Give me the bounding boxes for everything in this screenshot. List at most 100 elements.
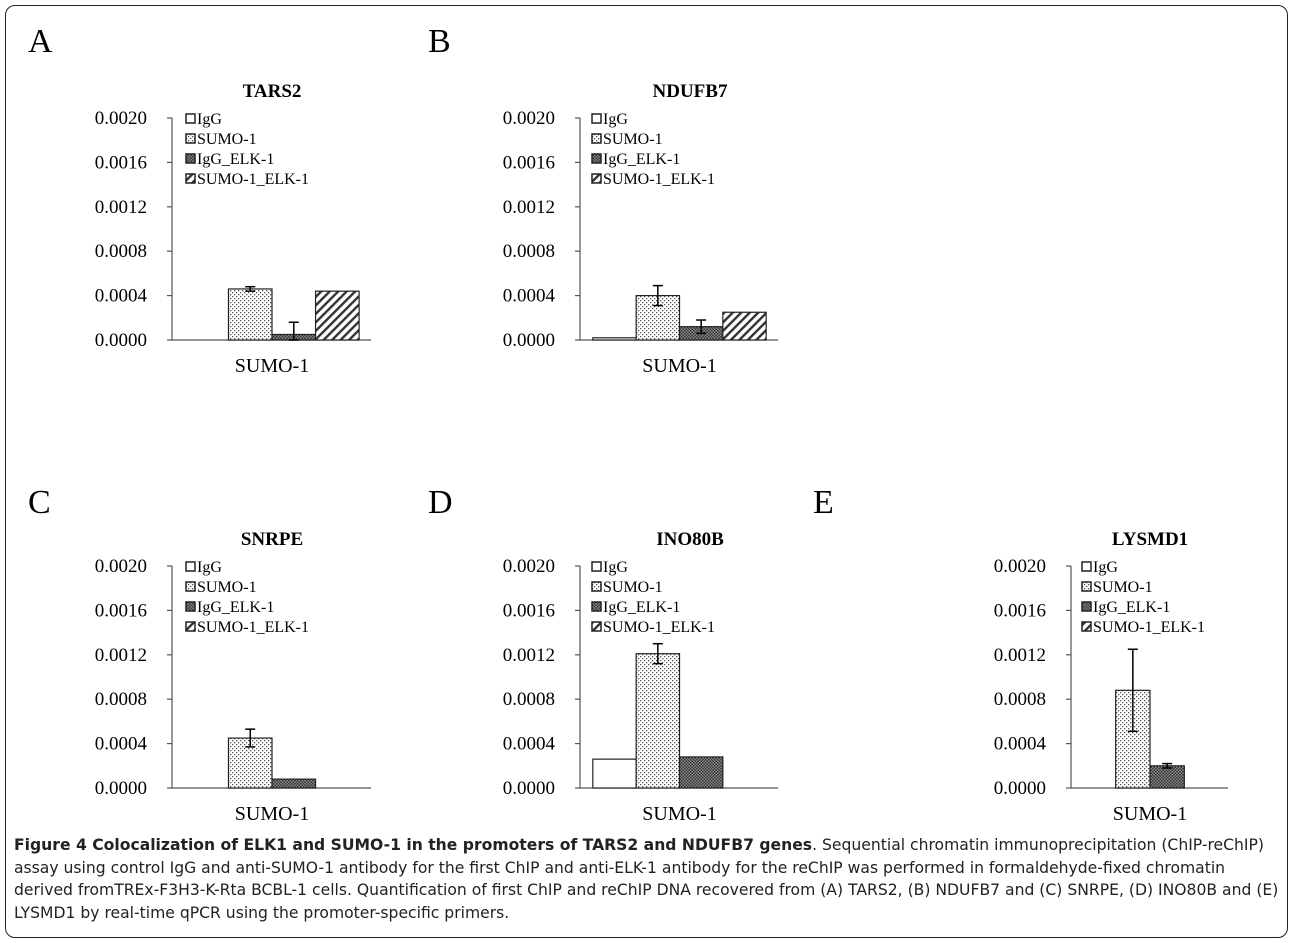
chart-panel-b: B NDUFB7 0.0000 0.0004 0.0008 0.0012 0.0016 0.0…	[428, 23, 778, 377]
panel-letter: E	[813, 484, 834, 521]
chart-title: LYSMD1	[1112, 529, 1188, 550]
y-tick-label: 0.0016	[503, 152, 555, 173]
y-tick-label: 0.0004	[95, 734, 148, 755]
y-tick-label: 0.0016	[503, 600, 555, 621]
y-tick-label: 0.0012	[503, 645, 555, 666]
y-tick-label: 0.0020	[95, 556, 147, 577]
bar-igg	[592, 337, 637, 341]
category-label: SUMO-1	[235, 803, 309, 825]
legend-entry: IgG	[603, 559, 628, 576]
chart-panel-e: E LYSMD1 0.0000 0.0004 0.0008 0.0012 0.0016 0.0…	[813, 484, 1228, 825]
y-tick-label: 0.0012	[994, 645, 1046, 666]
legend-entry: SUMO-1	[197, 579, 257, 596]
legend-entry: IgG_ELK-1	[197, 599, 274, 616]
y-tick-label: 0.0020	[994, 556, 1046, 577]
panel-letter: B	[428, 23, 451, 60]
y-tick-label: 0.0008	[95, 689, 147, 710]
legend-entry: IgG	[1093, 559, 1118, 576]
legend-swatch	[185, 133, 196, 144]
bar-sumo-1-elk-1	[314, 290, 360, 341]
legend-swatch	[1081, 561, 1092, 572]
figure-caption: Figure 4 Colocalization of ELK1 and SUMO…	[14, 834, 1280, 924]
category-label: SUMO-1	[1113, 803, 1187, 825]
y-tick-label: 0.0008	[503, 241, 555, 262]
y-tick-label: 0.0020	[503, 108, 555, 129]
legend-entry: IgG	[197, 559, 222, 576]
y-tick-label: 0.0008	[95, 241, 147, 262]
legend-swatch	[185, 581, 196, 592]
legend-swatch	[591, 113, 602, 124]
legend-swatch	[185, 173, 196, 184]
y-tick-label: 0.0000	[994, 778, 1046, 799]
panel-letter: D	[428, 484, 453, 521]
legend-entry: SUMO-1	[603, 131, 663, 148]
bar-sumo-1-elk-1	[722, 311, 767, 341]
chart-panel-a: A TARS2 0.0000 0.0004 0.0008 0.0012 0.0016 0.00…	[28, 23, 371, 377]
y-tick-label: 0.0004	[95, 286, 148, 307]
y-tick-label: 0.0004	[503, 734, 556, 755]
panel-letter: C	[28, 484, 51, 521]
legend-swatch	[1081, 621, 1092, 632]
legend-swatch	[185, 601, 196, 612]
y-tick-label: 0.0000	[503, 778, 555, 799]
panel-letter: A	[28, 23, 53, 60]
legend-entry: IgG	[603, 111, 628, 128]
y-tick-label: 0.0008	[503, 689, 555, 710]
y-tick-label: 0.0020	[503, 556, 555, 577]
legend-swatch	[591, 133, 602, 144]
legend-swatch	[591, 173, 602, 184]
category-label: SUMO-1	[642, 803, 716, 825]
y-tick-label: 0.0020	[95, 108, 147, 129]
y-tick-label: 0.0016	[994, 600, 1046, 621]
legend-entry: SUMO-1	[1093, 579, 1153, 596]
y-tick-label: 0.0016	[95, 152, 147, 173]
legend-entry: IgG_ELK-1	[1093, 599, 1170, 616]
legend-entry: IgG_ELK-1	[603, 151, 680, 168]
y-tick-label: 0.0000	[95, 778, 147, 799]
legend-entry: SUMO-1	[603, 579, 663, 596]
caption-body: . Sequential chromatin immunoprecipitati…	[14, 836, 1279, 922]
bar-sumo-1	[635, 653, 681, 789]
y-tick-label: 0.0012	[95, 197, 147, 218]
legend-swatch	[591, 153, 602, 164]
figure-frame	[5, 5, 1288, 938]
y-tick-label: 0.0004	[503, 286, 556, 307]
chart-title: INO80B	[656, 529, 724, 550]
legend-entry: SUMO-1_ELK-1	[603, 619, 715, 636]
legend-swatch	[185, 113, 196, 124]
legend-swatch	[591, 601, 602, 612]
bar-igg-elk-1	[1149, 765, 1185, 789]
bar-igg-elk-1	[271, 778, 317, 789]
y-tick-label: 0.0000	[503, 330, 555, 351]
legend-swatch	[185, 153, 196, 164]
legend-swatch	[591, 621, 602, 632]
legend-entry: SUMO-1_ELK-1	[197, 171, 309, 188]
legend-swatch	[185, 621, 196, 632]
legend-entry: SUMO-1_ELK-1	[1093, 619, 1205, 636]
legend-swatch	[1081, 601, 1092, 612]
legend-entry: IgG_ELK-1	[197, 151, 274, 168]
legend-entry: SUMO-1_ELK-1	[603, 171, 715, 188]
y-tick-label: 0.0008	[994, 689, 1046, 710]
y-tick-label: 0.0000	[95, 330, 147, 351]
y-tick-label: 0.0012	[95, 645, 147, 666]
chart-title: NDUFB7	[653, 81, 728, 102]
legend-entry: IgG	[197, 111, 222, 128]
legend-swatch	[1081, 581, 1092, 592]
y-tick-label: 0.0012	[503, 197, 555, 218]
bar-igg-elk-1	[678, 756, 724, 789]
legend-swatch	[185, 561, 196, 572]
legend-entry: SUMO-1	[197, 131, 257, 148]
bar-igg	[592, 758, 637, 789]
category-label: SUMO-1	[235, 355, 309, 377]
chart-panel-d: D INO80B 0.0000 0.0004 0.0008 0.0012 0.0016 0.0…	[428, 484, 778, 825]
chart-title: TARS2	[243, 81, 302, 102]
legend-swatch	[591, 561, 602, 572]
legend-entry: SUMO-1_ELK-1	[197, 619, 309, 636]
chart-panel-c: C SNRPE 0.0000 0.0004 0.0008 0.0012 0.0016 0.00…	[28, 484, 371, 825]
chart-title: SNRPE	[241, 529, 303, 550]
category-label: SUMO-1	[642, 355, 716, 377]
legend-entry: IgG_ELK-1	[603, 599, 680, 616]
bar-sumo-1	[227, 288, 273, 341]
y-tick-label: 0.0016	[95, 600, 147, 621]
